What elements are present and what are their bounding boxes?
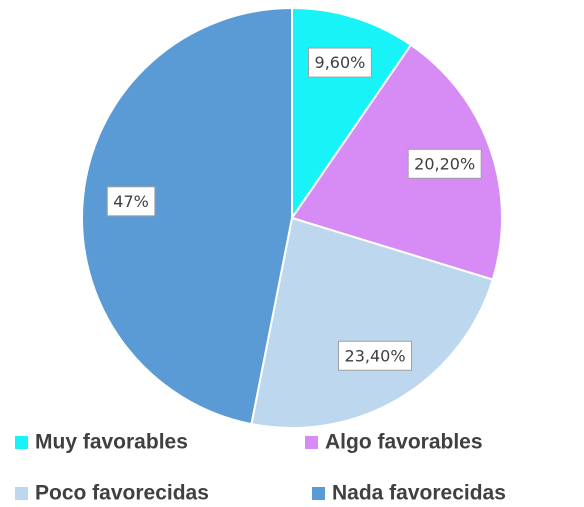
data-label: 9,60% [315,53,366,72]
legend-label: Muy favorables [35,431,188,454]
data-label-box [308,47,372,78]
pie-slice [290,43,503,281]
legend-swatch [305,436,318,449]
legend-label: Poco favorecidas [35,482,209,505]
data-label-box [338,340,413,371]
legend-swatch [15,487,28,500]
pie-slice [250,216,495,429]
legend-swatch [15,436,28,449]
legend-label: Algo favorables [325,431,483,454]
data-label-box [407,148,482,179]
data-label: 23,40% [345,346,406,365]
data-label: 47% [113,192,149,211]
data-label-box [106,186,156,217]
pie-slice [81,6,293,426]
legend-label: Nada favorecidas [332,482,506,505]
legend-swatch [312,487,325,500]
data-label: 20,20% [414,154,475,173]
